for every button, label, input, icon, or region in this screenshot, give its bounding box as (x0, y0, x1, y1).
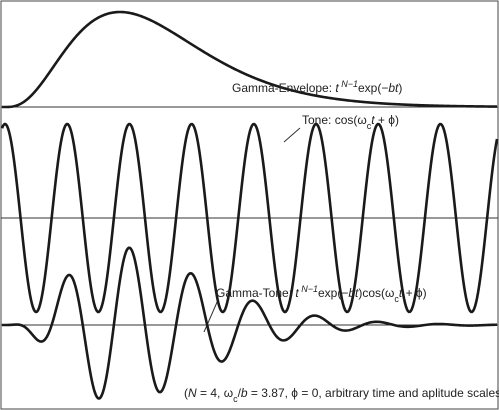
label-part: c (367, 121, 372, 131)
label-part: bt (388, 81, 399, 95)
label-part: )cos(ω (358, 286, 394, 300)
label-part: c (394, 294, 399, 304)
label-part: bt (348, 286, 359, 300)
label-part: Gamma-Envelope: (232, 81, 335, 95)
label-part: N−1 (339, 79, 358, 89)
footnote: (N = 4, ωc/b = 3.87, ϕ = 0, arbitrary ti… (184, 386, 499, 404)
label-part: t (335, 81, 339, 95)
tone-curve (0, 122, 499, 314)
label-part: N (188, 386, 197, 400)
label-part: = 3.87, ϕ = 0, arbitrary time and aplitu… (248, 386, 499, 400)
label-part: t (371, 113, 375, 127)
label-part: t (399, 286, 403, 300)
label-part: exp(− (318, 286, 348, 300)
label-part: Tone: cos(ω (302, 113, 367, 127)
label-part: c (233, 394, 238, 404)
label-part: + ϕ) (402, 286, 426, 300)
gammatone-curve (2, 246, 498, 400)
label-part: = 4, ω (197, 386, 233, 400)
label-part: + ϕ) (375, 113, 399, 127)
label-part: Gamma-Tone: (216, 286, 295, 300)
label-part: t (295, 286, 299, 300)
label-part: exp(− (358, 81, 388, 95)
gammatone-label: Gamma-Tone: t N−1exp(−bt)cos(ωct + ϕ) (216, 284, 427, 304)
tone-label: Tone: cos(ωct + ϕ) (302, 113, 399, 131)
label-part: / (238, 386, 242, 400)
envelope-label: Gamma-Envelope: t N−1exp(−bt) (232, 79, 402, 95)
label-part: N−1 (299, 284, 318, 294)
leader-line (283, 127, 301, 143)
label-part: ) (398, 81, 402, 95)
envelope-curve (2, 10, 498, 109)
label-part: ( (184, 386, 188, 400)
label-part: b (241, 386, 248, 400)
